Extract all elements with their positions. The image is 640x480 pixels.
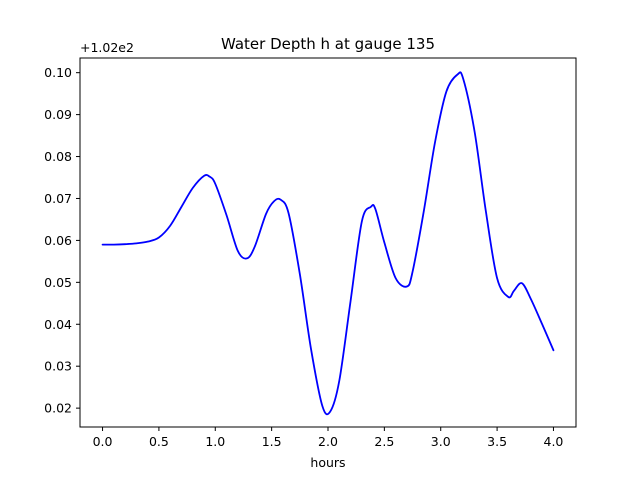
y-tick-label: 0.02 [44, 401, 72, 416]
y-tick-label: 0.05 [44, 275, 72, 290]
x-tick-label: 2.5 [374, 434, 394, 449]
y-tick-label: 0.08 [44, 149, 72, 164]
x-tick-label: 1.0 [205, 434, 225, 449]
y-tick-label: 0.03 [44, 359, 72, 374]
x-tick-label: 3.5 [487, 434, 507, 449]
x-tick-label: 2.0 [318, 434, 338, 449]
y-tick-label: 0.09 [44, 107, 72, 122]
x-tick-label: 0.0 [93, 434, 113, 449]
y-tick-label: 0.06 [44, 233, 72, 248]
x-tick-label: 4.0 [544, 434, 564, 449]
x-axis-label: hours [310, 455, 345, 470]
plot-area [79, 57, 577, 428]
water-depth-line [101, 71, 555, 416]
chart-title: Water Depth h at gauge 135 [221, 35, 435, 53]
y-tick-label: 0.04 [44, 317, 72, 332]
y-offset-label: +1.02e2 [80, 40, 134, 55]
x-tick-label: 1.5 [262, 434, 282, 449]
y-tick-label: 0.07 [44, 191, 72, 206]
plot-background [80, 58, 576, 427]
x-axis: 0.0 0.5 1.0 1.5 2.0 2.5 3.0 3.5 4.0 [93, 427, 564, 449]
x-tick-label: 0.5 [149, 434, 169, 449]
y-axis: 0.02 0.03 0.04 0.05 0.06 0.07 0.08 0.09 0.10 [44, 65, 80, 416]
y-tick-label: 0.10 [44, 65, 72, 80]
x-tick-label: 3.0 [431, 434, 451, 449]
